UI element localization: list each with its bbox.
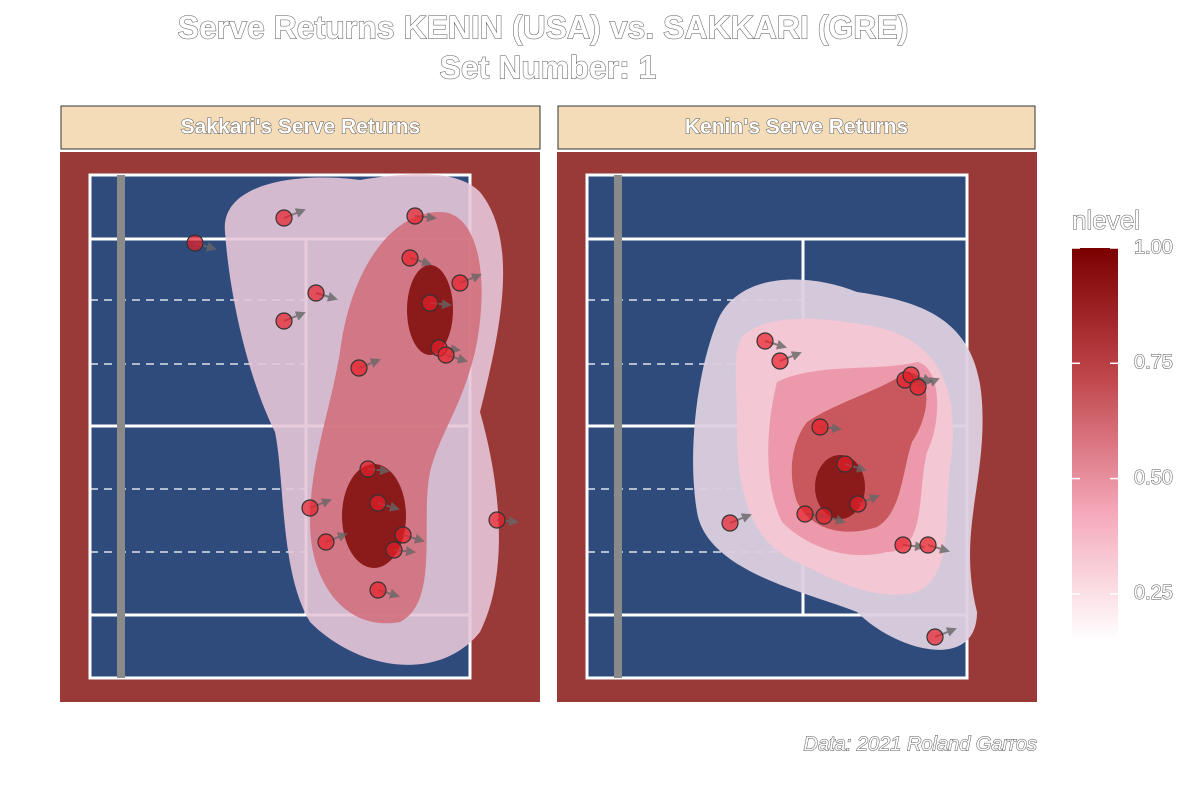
return-point (301, 499, 319, 517)
return-point (275, 312, 293, 330)
return-point (421, 294, 439, 312)
return-point (394, 526, 412, 544)
colorbar-tick-label: 1.00 (1134, 236, 1173, 258)
panel-title: Sakkari's Serve Returns (181, 116, 421, 139)
return-point (186, 234, 204, 252)
return-point (275, 209, 293, 227)
legend-title: nlevel (1072, 205, 1140, 235)
colorbar-tick-label: 0.50 (1134, 467, 1173, 489)
return-point (771, 352, 789, 370)
return-point (451, 274, 469, 292)
return-point (437, 346, 455, 364)
return-point (756, 332, 774, 350)
caption: Data: 2021 Roland Garros (804, 733, 1037, 755)
return-point (350, 359, 368, 377)
return-point (811, 418, 829, 436)
return-point (836, 455, 854, 473)
return-point (401, 249, 419, 267)
subtitle: Set Number: 1 (440, 49, 657, 85)
panel-strip (60, 105, 541, 150)
return-point (385, 541, 403, 559)
return-point (307, 284, 325, 302)
colorbar-tick-label: 0.75 (1134, 352, 1173, 374)
return-point (317, 533, 335, 551)
return-point (796, 505, 814, 523)
panel (555, 150, 1039, 704)
return-point (488, 511, 506, 529)
return-point (406, 207, 424, 225)
return-point (919, 536, 937, 554)
return-point (926, 628, 944, 646)
return-point (359, 460, 377, 478)
colorbar-tick-label: 0.25 (1134, 582, 1173, 604)
return-point (369, 581, 387, 599)
colorbar (1072, 248, 1118, 640)
return-point (849, 495, 867, 513)
title: Serve Returns KENIN (USA) vs. SAKKARI (G… (178, 9, 909, 45)
panel-title: Kenin's Serve Returns (685, 116, 908, 139)
return-point (721, 514, 739, 532)
panel-strip (557, 105, 1036, 150)
panel (58, 150, 542, 704)
return-point (894, 536, 912, 554)
legend: nlevel 0.25 0.50 0.75 1.00 (1072, 204, 1173, 640)
return-point (369, 494, 387, 512)
return-point (815, 507, 833, 525)
return-point (909, 378, 927, 396)
